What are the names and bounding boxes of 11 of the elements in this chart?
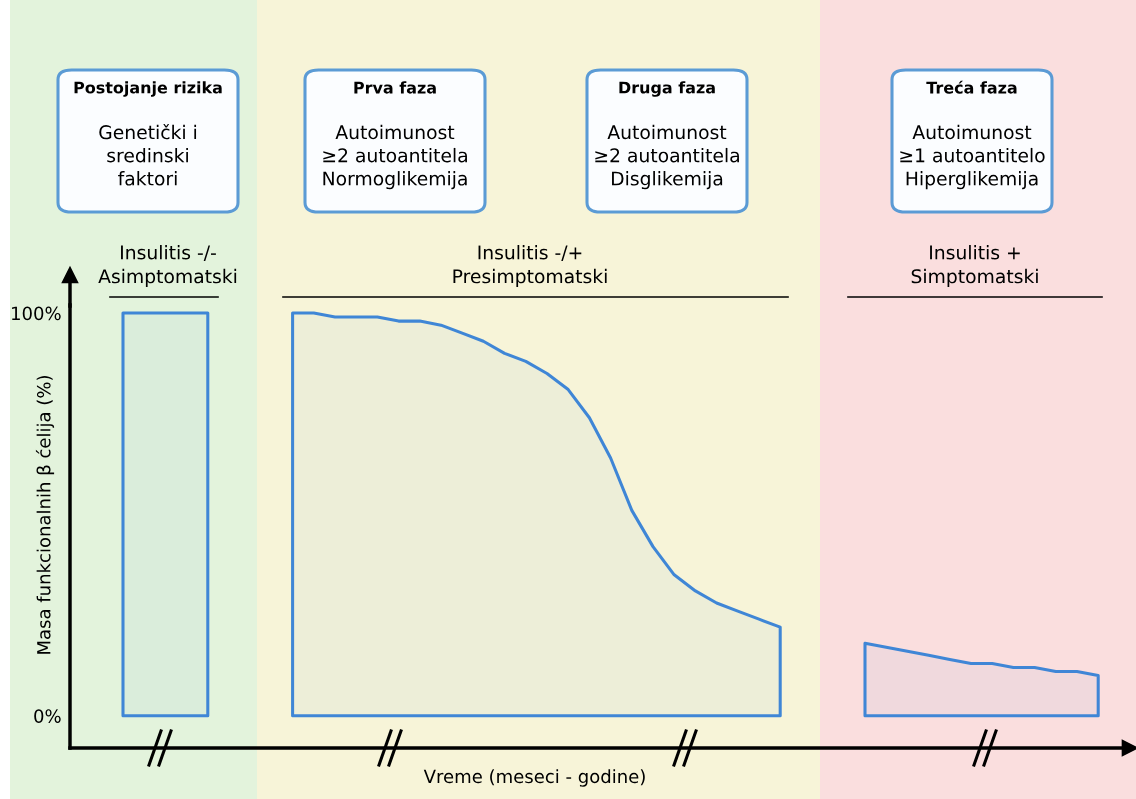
y-tick-label: 100% <box>12 306 61 321</box>
text: Insulitis -/- Asimptomatski <box>98 245 237 287</box>
text: Insulitis + Simptomatski <box>911 245 1038 287</box>
text: Prva faza Autoimunost ≥2 autoantitela Normoglikemija <box>323 81 467 190</box>
x-axis-title: Vreme (meseci - godine) <box>423 769 645 787</box>
text: Treća faza Autoimunost ≥1 autoantitelo Hiperglikemija <box>900 80 1045 190</box>
y-axis-title: Masa funkcionalnih β ćelija (%) <box>35 376 55 654</box>
y-tick-label: 0% <box>34 709 61 723</box>
text: Druga faza Autoimunost ≥2 autoantitela Disglikemija <box>595 81 739 190</box>
text: Postojanje rizika Genetički i sredinski faktori <box>74 81 222 186</box>
text: Insulitis -/+ Presimptomatski <box>453 245 607 287</box>
